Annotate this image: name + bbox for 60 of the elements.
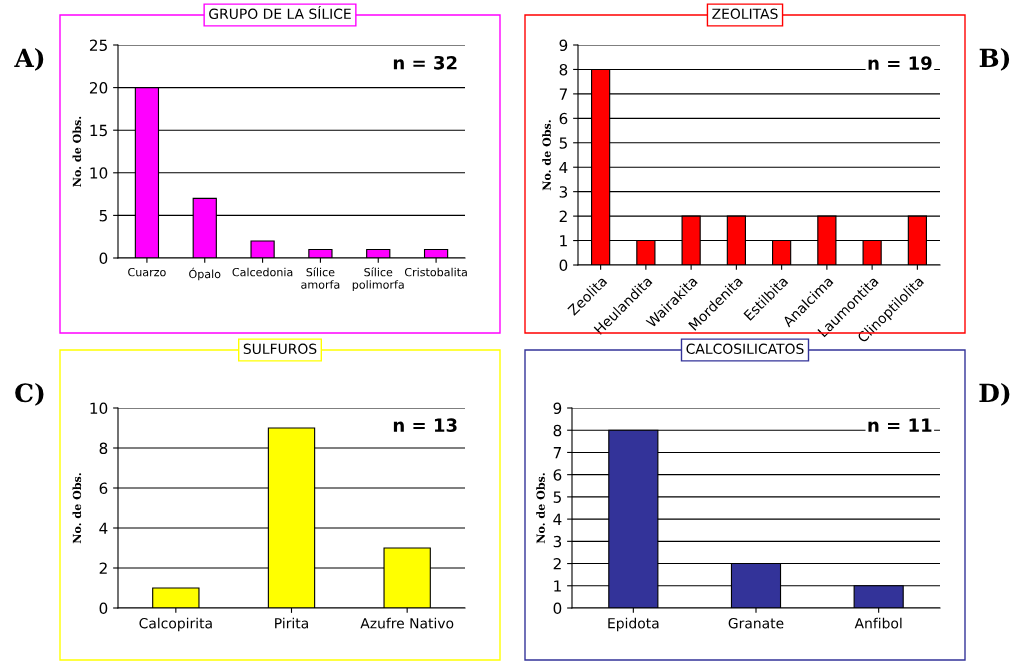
y-tick-label: 0 <box>99 252 108 265</box>
chart-title: ZEOLITAS <box>712 8 778 20</box>
y-tick-label: 3 <box>559 186 568 198</box>
y-tick-label: 0 <box>553 602 562 615</box>
y-tick-label: 1 <box>554 580 561 592</box>
text: B) <box>979 47 1010 71</box>
y-tick-label: 2 <box>99 562 107 574</box>
y-tick-label: 5 <box>559 137 567 149</box>
x-tick-label: Calcopirita <box>139 617 212 632</box>
annotation: n = 32 <box>393 55 457 70</box>
y-tick-label: 8 <box>559 63 568 76</box>
y-tick-label: 0 <box>559 259 568 272</box>
y-tick-label: 6 <box>553 469 562 481</box>
chart-title: GRUPO DE LA SÍLICE <box>209 5 351 20</box>
text: C) <box>15 382 44 406</box>
y-tick-label: 2 <box>559 210 567 222</box>
y-tick-label: 4 <box>559 161 568 174</box>
y-tick-label: 2 <box>553 558 561 570</box>
annotation: n = 13 <box>393 418 457 432</box>
y-tick-label: 6 <box>559 112 568 125</box>
chart-title: CALCOSILICATOS <box>686 343 804 355</box>
y-axis-title: No. de Obs. <box>536 473 545 544</box>
annotation: n = 11 <box>868 418 932 432</box>
x-tick-label: Epidota <box>608 617 659 632</box>
y-tick-label: 5 <box>553 491 561 503</box>
y-tick-label: 3 <box>553 535 562 548</box>
y-tick-label: 9 <box>553 402 562 415</box>
y-tick-label: 15 <box>90 124 107 137</box>
x-tick-label: Anfibol <box>854 617 902 629</box>
y-tick-label: 9 <box>559 39 568 52</box>
x-tick-label: Pirita <box>275 617 308 629</box>
y-tick-label: 4 <box>99 522 108 534</box>
chart-title: SULFUROS <box>243 343 317 355</box>
y-tick-label: 8 <box>99 442 108 455</box>
x-tick-label: Sílice amorfa <box>301 267 340 289</box>
x-tick-label: Cristobalita <box>404 267 467 277</box>
y-axis-title: No. de Obs. <box>72 116 82 187</box>
y-tick-label: 10 <box>90 167 108 179</box>
x-tick-label: Cuarzo <box>128 267 166 277</box>
y-tick-label: 7 <box>553 447 561 459</box>
y-tick-label: 4 <box>553 513 562 525</box>
x-tick-label: Ópalo <box>189 267 221 281</box>
annotation: n = 19 <box>868 56 932 70</box>
y-tick-label: 1 <box>560 235 567 247</box>
y-axis-title: No. de Obs. <box>72 473 82 544</box>
y-tick-label: 8 <box>553 424 562 437</box>
y-tick-label: 20 <box>89 82 108 94</box>
text: D) <box>979 382 1010 406</box>
y-tick-label: 6 <box>99 482 108 495</box>
y-axis-title: No. de Obs. <box>542 120 551 191</box>
x-tick-label: Calcedonia <box>232 267 293 277</box>
x-tick-label: Sílice polimorfa <box>352 267 404 291</box>
y-tick-label: 10 <box>90 402 108 415</box>
x-tick-label: Granate <box>728 617 784 629</box>
x-tick-label: Azufre Nativo <box>360 617 454 629</box>
y-tick-label: 25 <box>89 39 107 52</box>
y-tick-label: 7 <box>559 88 567 100</box>
y-tick-label: 0 <box>99 602 108 615</box>
y-tick-label: 5 <box>99 210 107 222</box>
text: A) <box>14 47 44 71</box>
